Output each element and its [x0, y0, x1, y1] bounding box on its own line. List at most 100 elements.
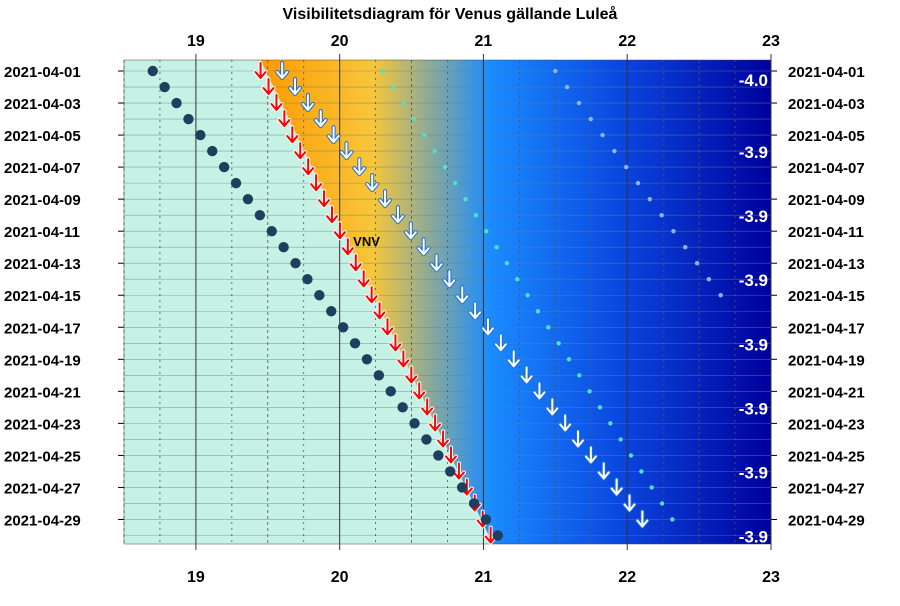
astronomical-twilight-dot	[647, 196, 653, 202]
venus-set-dot	[171, 97, 182, 109]
sunset-arrow-shape	[429, 414, 442, 432]
astronomical-twilight-dot	[659, 212, 664, 218]
astronomical-twilight-dot	[576, 100, 582, 106]
venus-set-dot	[468, 498, 480, 509]
nautical-twilight-dot	[494, 244, 499, 250]
civil-twilight-arrow	[596, 461, 611, 481]
sunset-arrow-shape	[325, 206, 338, 224]
nautical-twilight-dot	[504, 261, 510, 266]
magnitude-label: -3.9	[739, 143, 768, 162]
nautical-twilight-dot	[390, 84, 396, 90]
sunset-arrow	[293, 141, 308, 161]
sunset-arrow	[356, 269, 371, 289]
sunset-arrow	[309, 173, 324, 193]
date-label-left: 2021-04-23	[4, 416, 81, 433]
civil-twilight-arrow	[403, 221, 418, 241]
venus-set-dot	[445, 466, 456, 477]
civil-twilight-arrow	[326, 125, 341, 145]
venus-set-dot	[195, 129, 206, 141]
sunset-arrow-shape	[310, 174, 323, 192]
civil-twilight-arrow-shape	[404, 222, 417, 240]
civil-twilight-arrow	[635, 509, 650, 529]
nautical-twilight-dot	[670, 517, 675, 522]
hour-label-top: 19	[187, 33, 205, 50]
nautical-twilight-dot	[515, 277, 520, 282]
direction-label: VNV	[353, 234, 380, 249]
venus-set-dot	[278, 241, 289, 253]
magnitude-label: -3.9	[739, 271, 768, 290]
civil-twilight-arrow	[622, 493, 637, 513]
nautical-twilight-dot	[587, 389, 592, 394]
sunset-arrow-shape	[278, 110, 291, 128]
date-label-right: 2021-04-17	[788, 320, 865, 337]
civil-twilight-arrow	[313, 109, 328, 129]
date-label-left: 2021-04-07	[4, 160, 81, 177]
venus-set-dot	[302, 274, 313, 285]
civil-twilight-arrow-shape	[430, 254, 443, 272]
sunset-arrow-shape	[302, 158, 315, 176]
astronomical-twilight-dot	[706, 277, 712, 282]
venus-set-dot	[456, 482, 468, 493]
venus-set-dot	[409, 418, 420, 429]
civil-twilight-arrow-shape	[340, 142, 353, 160]
civil-twilight-arrow	[609, 477, 624, 497]
venus-set-dot	[266, 225, 277, 237]
venus-set-dot	[433, 450, 444, 461]
civil-twilight-arrow-shape	[546, 398, 559, 416]
civil-twilight-arrow-shape	[301, 94, 314, 112]
civil-twilight-arrow	[583, 445, 598, 465]
civil-twilight-arrow-shape	[417, 238, 430, 256]
civil-twilight-arrow	[455, 285, 470, 305]
venus-set-dot	[361, 354, 373, 365]
nautical-twilight-dot	[597, 405, 603, 410]
venus-set-dot	[230, 177, 242, 189]
hour-label-top: 23	[762, 33, 780, 50]
nautical-twilight-dot	[463, 196, 468, 202]
civil-twilight-arrow-shape	[623, 494, 636, 512]
date-label-left: 2021-04-11	[4, 224, 80, 241]
nautical-twilight-dot	[380, 68, 385, 74]
civil-twilight-arrow-shape	[533, 382, 546, 400]
nautical-twilight-dot	[546, 325, 551, 330]
sunset-arrow-shape	[270, 94, 283, 112]
astronomical-twilight-dot	[553, 68, 558, 74]
sunset-arrow-shape	[381, 318, 394, 336]
date-label-left: 2021-04-17	[4, 320, 81, 337]
civil-twilight-arrow	[442, 269, 457, 289]
civil-twilight-arrow-shape	[597, 462, 610, 480]
sunset-arrow-shape	[341, 238, 354, 256]
sunset-arrow	[340, 237, 355, 257]
nautical-twilight-dot	[421, 132, 427, 138]
date-label-right: 2021-04-13	[788, 256, 865, 273]
astronomical-twilight-dot	[623, 164, 629, 170]
nautical-twilight-dot	[659, 501, 665, 506]
date-label-right: 2021-04-23	[788, 416, 865, 433]
hour-label-top: 22	[618, 33, 636, 50]
astronomical-twilight-dot	[612, 148, 617, 154]
date-label-left: 2021-04-03	[4, 96, 81, 113]
sunset-arrow	[372, 301, 387, 321]
nautical-twilight-dot	[411, 116, 417, 122]
civil-twilight-arrow-shape	[443, 270, 456, 288]
civil-twilight-arrow	[519, 365, 534, 385]
civil-twilight-arrow-shape	[636, 510, 649, 528]
sunset-arrow	[332, 221, 347, 241]
nautical-twilight-dot	[556, 341, 561, 346]
sunset-arrow	[301, 157, 316, 177]
civil-twilight-arrow	[480, 317, 495, 337]
astronomical-twilight-dot	[671, 228, 676, 234]
nautical-twilight-dot	[628, 453, 634, 458]
venus-set-dot	[349, 338, 361, 349]
civil-twilight-arrow-shape	[520, 366, 533, 384]
date-label-left: 2021-04-05	[4, 128, 81, 145]
civil-twilight-arrow	[416, 237, 431, 257]
civil-twilight-arrow	[429, 253, 444, 273]
date-label-right: 2021-04-03	[788, 96, 865, 113]
civil-twilight-arrow-shape	[559, 414, 572, 432]
sunset-arrow	[317, 189, 332, 209]
civil-twilight-arrow-shape	[289, 78, 302, 96]
sunset-arrow-shape	[397, 350, 410, 368]
sunset-arrow-shape	[444, 446, 457, 464]
civil-twilight-arrow	[288, 77, 303, 97]
sunset-arrow	[436, 429, 451, 449]
